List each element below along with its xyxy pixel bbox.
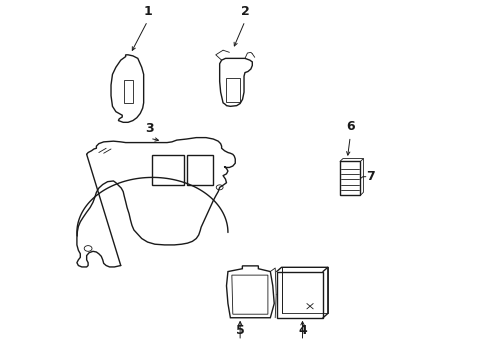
Text: 6: 6 bbox=[346, 120, 355, 133]
Text: 4: 4 bbox=[298, 324, 307, 337]
Text: 7: 7 bbox=[366, 170, 374, 183]
Text: 3: 3 bbox=[146, 122, 154, 135]
Text: 2: 2 bbox=[241, 5, 249, 18]
Text: 1: 1 bbox=[143, 5, 152, 18]
Text: 5: 5 bbox=[236, 324, 245, 337]
